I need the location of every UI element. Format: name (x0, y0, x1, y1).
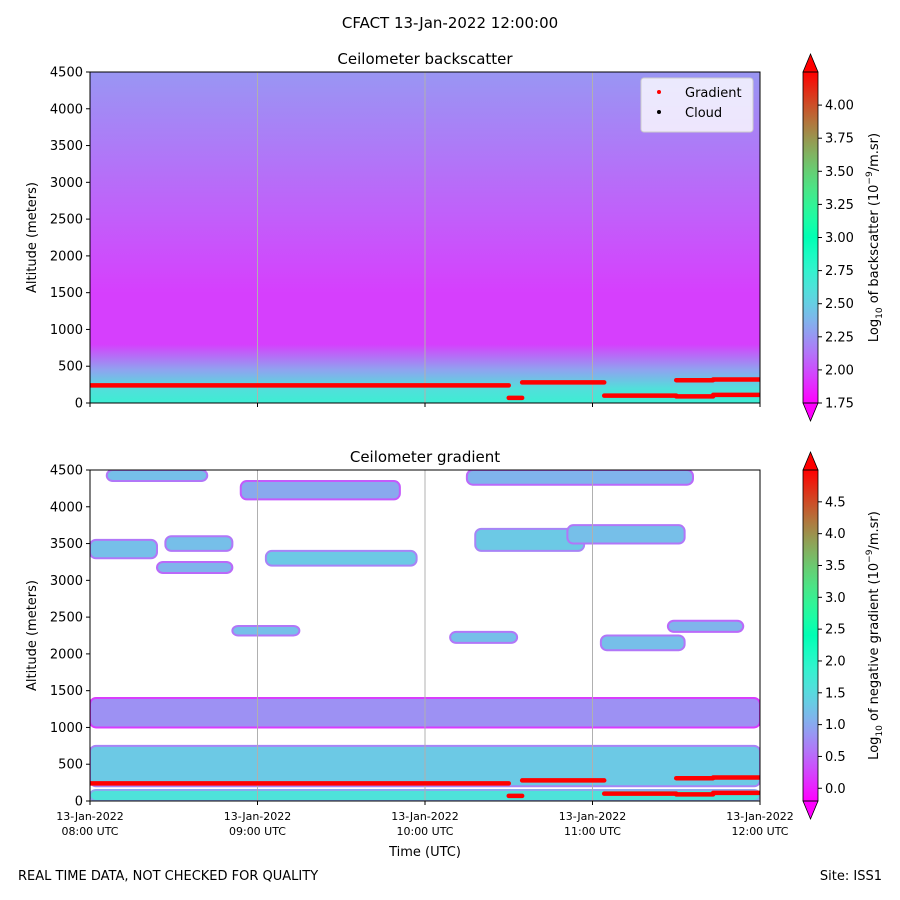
y-tick-label: 2000 (50, 647, 83, 662)
colorbar-label-part: −9 (865, 171, 875, 185)
colorbar-label-part: Log (867, 737, 882, 760)
legend-box (640, 77, 754, 133)
x-tick-label: 11:00 UTC (564, 825, 621, 838)
panel-title: Ceilometer gradient (350, 448, 500, 466)
colorbar-label: Log10 of backscatter (10−9/m.sr) (865, 133, 885, 342)
site-label: Site: ISS1 (819, 869, 882, 884)
colorbar-extend-min (802, 402, 819, 423)
gradient-layer (449, 630, 519, 644)
gradient-layer (566, 524, 686, 545)
gradient-layer (599, 634, 686, 652)
x-tick-label: 10:00 UTC (396, 825, 453, 838)
y-tick-label: 500 (58, 758, 83, 773)
y-axis-label: Altitude (meters) (25, 182, 40, 293)
colorbar-tick-label: 0.5 (825, 750, 846, 765)
x-tick-label: 09:00 UTC (229, 825, 286, 838)
colorbar-label-part: of backscatter (10 (867, 185, 882, 308)
colorbar-label-part: −9 (865, 549, 875, 563)
colorbar-tick-label: 3.00 (825, 231, 854, 246)
colorbar (803, 470, 818, 801)
y-tick-label: 3000 (50, 176, 83, 191)
y-tick-label: 1500 (50, 684, 83, 699)
colorbar-tick-label: 3.75 (825, 132, 854, 147)
y-tick-label: 4000 (50, 500, 83, 515)
colorbar-tick-label: 3.5 (825, 559, 846, 574)
colorbar (803, 72, 818, 403)
gradient-layer (465, 470, 694, 486)
legend-marker (657, 110, 661, 114)
x-tick-label: 13-Jan-2022 (56, 810, 124, 823)
colorbar-tick-label: 0.0 (825, 782, 846, 797)
y-tick-label: 2500 (50, 213, 83, 228)
colorbar-label-part: 10 (875, 307, 885, 319)
y-tick-label: 4000 (50, 102, 83, 117)
x-tick-label: 13-Jan-2022 (726, 810, 794, 823)
gradient-layer (156, 560, 234, 574)
colorbar-label-part: of negative gradient (10 (867, 563, 882, 725)
colorbar-tick-label: 3.0 (825, 591, 846, 606)
colorbar-label-part: /m.sr) (867, 133, 882, 171)
colorbar-tick-label: 1.75 (825, 397, 854, 412)
colorbar-tick-label: 4.0 (825, 527, 846, 542)
y-axis-label: Altitude (meters) (25, 580, 40, 691)
y-tick-label: 1000 (50, 721, 83, 736)
colorbar-label-part: 10 (875, 725, 885, 737)
y-tick-label: 0 (75, 397, 83, 412)
y-tick-label: 1000 (50, 323, 83, 338)
colorbar-tick-label: 3.25 (825, 198, 854, 213)
x-tick-label: 12:00 UTC (731, 825, 788, 838)
x-axis-label: Time (UTC) (388, 845, 461, 860)
legend: Gradient Cloud (640, 77, 754, 133)
colorbar-tick-label: 2.0 (825, 654, 846, 669)
y-tick-label: 3500 (50, 139, 83, 154)
colorbar-label-part: Log (867, 319, 882, 342)
legend-label: Gradient (685, 86, 742, 101)
chart-panel-2: 0 500 1000 1500 2000 2500 3000 3500 4000 4500 13-J… (25, 448, 885, 860)
colorbar-tick-label: 3.50 (825, 165, 854, 180)
x-tick-label: 13-Jan-2022 (391, 810, 459, 823)
colorbar-tick-label: 4.5 (825, 495, 846, 510)
y-tick-label: 2500 (50, 611, 83, 626)
colorbar-frame (802, 469, 819, 802)
colorbar-tick-label: 2.25 (825, 330, 854, 345)
plot-area (90, 470, 760, 801)
colorbar-tick-label: 2.00 (825, 363, 854, 378)
legend-label: Cloud (685, 106, 722, 121)
colorbar-extend-max (802, 450, 819, 471)
colorbar-extend-min (802, 800, 819, 821)
y-tick-label: 2000 (50, 249, 83, 264)
panel-title: Ceilometer backscatter (337, 50, 513, 68)
data-quality-note: REAL TIME DATA, NOT CHECKED FOR QUALITY (18, 869, 319, 884)
figure-title: CFACT 13-Jan-2022 12:00:00 (341, 14, 559, 32)
x-tick-label: 13-Jan-2022 (224, 810, 292, 823)
chart-panel-1: 0 500 1000 1500 2000 2500 3000 3500 4000 4500 Ceil… (25, 50, 885, 423)
gradient-layer (105, 470, 209, 483)
x-tick-label: 13-Jan-2022 (559, 810, 627, 823)
colorbar-tick-label: 2.50 (825, 297, 854, 312)
colorbar-tick-label: 4.00 (825, 99, 854, 114)
colorbar-label: Log10 of negative gradient (10−9/m.sr) (865, 511, 885, 760)
colorbar-tick-label: 2.75 (825, 264, 854, 279)
y-tick-label: 3000 (50, 574, 83, 589)
gradient-layer (231, 624, 301, 637)
y-tick-label: 4500 (50, 464, 83, 479)
gradient-layer (666, 619, 745, 633)
y-tick-label: 1500 (50, 286, 83, 301)
gradient-layer (239, 480, 401, 501)
gradient-layer (90, 538, 158, 560)
colorbar-label-part: /m.sr) (867, 511, 882, 549)
colorbar-tick-label: 2.5 (825, 623, 846, 638)
y-tick-label: 0 (75, 795, 83, 810)
y-tick-label: 500 (58, 360, 83, 375)
colorbar-tick-label: 1.0 (825, 718, 846, 733)
colorbar-extend-max (802, 52, 819, 73)
gradient-layer (164, 535, 234, 552)
y-tick-label: 4500 (50, 66, 83, 81)
gradient-layer (264, 549, 418, 567)
legend-marker (657, 90, 661, 94)
colorbar-tick-label: 1.5 (825, 686, 846, 701)
y-tick-label: 3500 (50, 537, 83, 552)
x-tick-label: 08:00 UTC (61, 825, 118, 838)
